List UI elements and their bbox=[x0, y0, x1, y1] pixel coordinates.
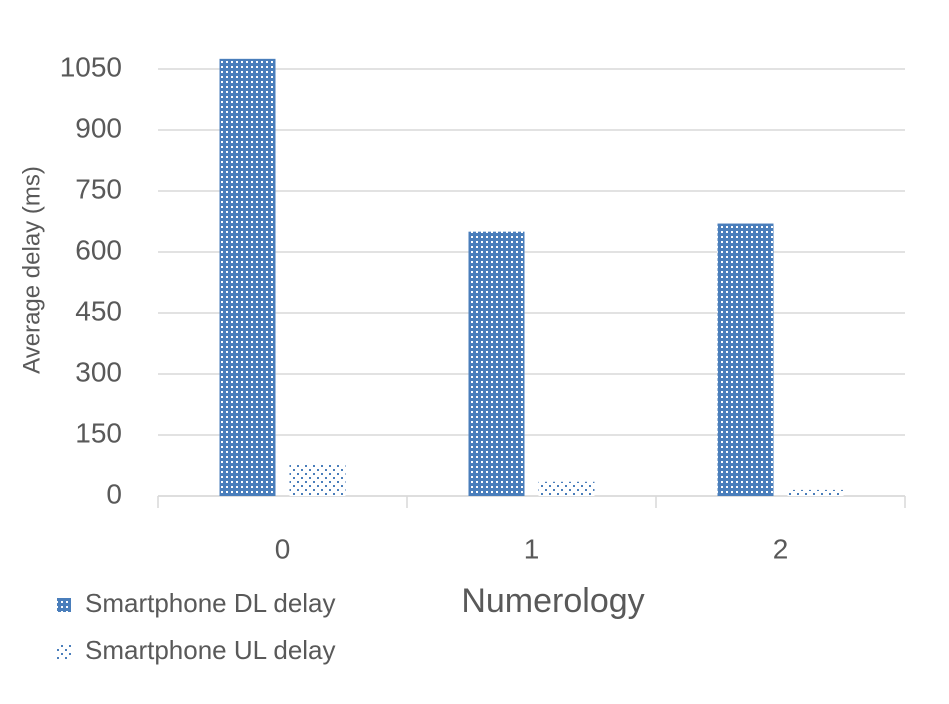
x-tick-label: 2 bbox=[773, 533, 789, 564]
x-axis-title: Numerology bbox=[461, 582, 644, 620]
legend-label: Smartphone UL delay bbox=[85, 635, 336, 665]
y-tick-label: 0 bbox=[106, 478, 122, 509]
legend-swatch bbox=[57, 645, 71, 659]
y-tick-label: 300 bbox=[75, 356, 122, 387]
y-tick-label: 450 bbox=[75, 295, 122, 326]
bar bbox=[219, 58, 276, 496]
legend-swatch bbox=[57, 598, 71, 612]
legend-label: Smartphone DL delay bbox=[85, 588, 336, 618]
y-tick-label: 1050 bbox=[60, 51, 122, 82]
y-axis-title: Average delay (ms) bbox=[18, 166, 45, 374]
bar bbox=[289, 463, 346, 496]
x-tick-label: 1 bbox=[524, 533, 540, 564]
y-tick-label: 600 bbox=[75, 234, 122, 265]
y-tick-label: 900 bbox=[75, 112, 122, 143]
bar bbox=[468, 231, 525, 496]
bar bbox=[717, 223, 774, 497]
bar bbox=[538, 481, 595, 496]
x-tick-label: 0 bbox=[275, 533, 291, 564]
y-tick-label: 750 bbox=[75, 173, 122, 204]
bar bbox=[787, 489, 844, 496]
y-tick-label: 150 bbox=[75, 417, 122, 448]
